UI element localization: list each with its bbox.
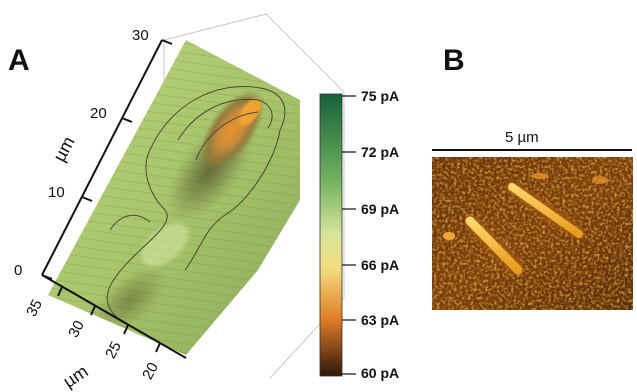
figure-canvas (41, 13, 633, 379)
colorbar-label: 66 pA (361, 257, 400, 273)
vertical-tick-label: 20 (90, 105, 107, 122)
afm-topography-image (432, 157, 633, 310)
vertical-tick-label: 10 (48, 184, 65, 201)
vertical-tick-label: 0 (14, 262, 23, 279)
colorbar-label: 75 pA (361, 88, 400, 104)
colorbar (319, 93, 343, 377)
depth-axis (41, 274, 187, 359)
colorbar-ticks (342, 95, 356, 375)
scale-bar (432, 149, 632, 151)
colorbar-label: 69 pA (361, 201, 400, 217)
panel-a-letter: A (8, 44, 30, 77)
colorbar-label: 63 pA (361, 312, 400, 328)
panel-b-letter: B (443, 44, 465, 77)
colorbar-label: 60 pA (361, 365, 400, 381)
scale-bar-label: 5 µm (505, 129, 539, 146)
afm-3d-surface (48, 40, 300, 355)
vertical-tick-label: 30 (132, 27, 149, 44)
colorbar-label: 72 pA (361, 144, 400, 160)
